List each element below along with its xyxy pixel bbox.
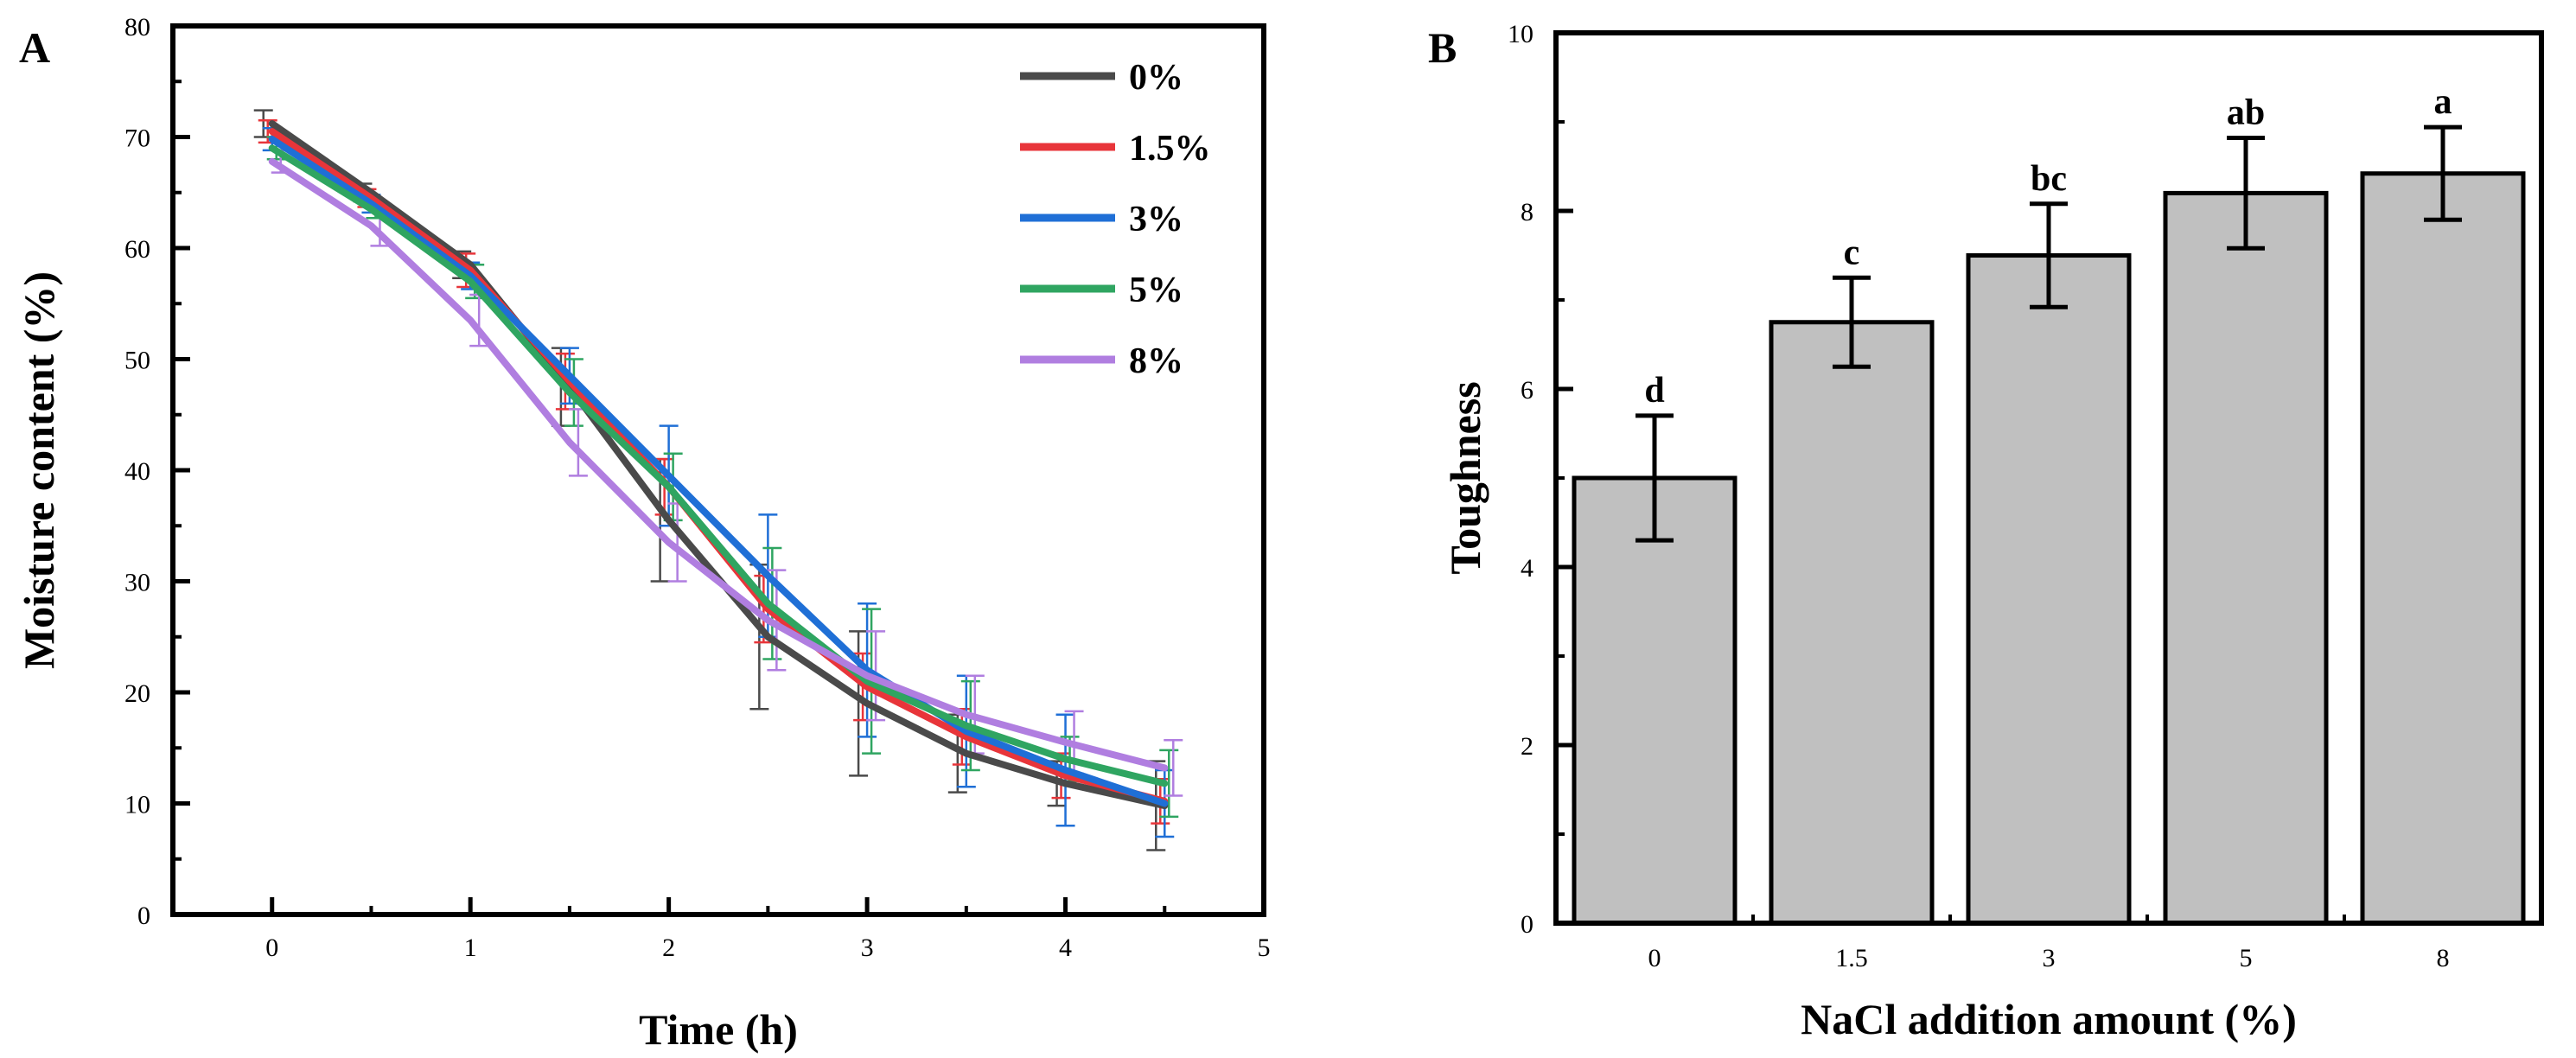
y-tick-label-b: 10	[1508, 20, 1533, 48]
x-axis-title-a: Time (h)	[639, 1005, 798, 1054]
y-axis-title-a: Moisture content (%)	[15, 271, 63, 669]
x-tick-label-a: 3	[861, 934, 874, 962]
bars-group-b: d c bc ab a	[1572, 82, 2526, 926]
significance-label: ab	[2227, 93, 2265, 133]
y-tick-label-b: 4	[1521, 554, 1533, 583]
legend-label: 1.5%	[1129, 129, 1211, 169]
y-tick-label-a: 80	[124, 13, 150, 41]
y-tick-label-a: 60	[124, 235, 150, 264]
bar	[1572, 475, 1738, 926]
y-tick-label-b: 6	[1521, 376, 1533, 405]
legend-label: 5%	[1129, 271, 1183, 310]
x-tick-label-a: 4	[1059, 934, 1072, 962]
panel-letter-a: A	[19, 23, 50, 72]
x-tick-label-a: 2	[662, 934, 675, 962]
y-tick-label-b: 0	[1521, 910, 1533, 939]
series-line-5	[268, 157, 1169, 772]
x-tick-label-a: 0	[265, 934, 278, 962]
y-tick-label-a: 20	[124, 679, 150, 708]
significance-label: a	[2434, 82, 2452, 122]
x-tick-label-b: 8	[2437, 944, 2450, 972]
bar	[2163, 190, 2329, 926]
legend-label: 0%	[1129, 58, 1183, 98]
significance-label: bc	[2031, 159, 2067, 199]
y-tick-label-b: 8	[1521, 198, 1533, 226]
bar	[1966, 253, 2132, 926]
y-tick-label-a: 10	[124, 791, 150, 819]
series-group-a	[253, 109, 1183, 851]
bar	[1769, 320, 1935, 926]
y-axis-title-b: Toughness	[1441, 381, 1489, 574]
y-tick-label-a: 0	[137, 902, 150, 930]
y-tick-label-a: 70	[124, 124, 150, 153]
legend-label: 3%	[1129, 200, 1183, 239]
bar	[2360, 171, 2526, 926]
legend-label: 8%	[1129, 341, 1183, 381]
x-tick-label-b: 5	[2240, 944, 2253, 972]
legend-a: 0% 1.5% 3% 5% 8%	[1020, 58, 1211, 381]
significance-label: c	[1844, 233, 1860, 272]
y-tick-label-a: 50	[124, 347, 150, 375]
series-line-4	[268, 144, 1169, 787]
x-tick-label-b: 0	[1648, 944, 1661, 972]
panel-b: B d c bc ab a 0 1.5 3 5 8 0 2 4 6 8 10 NaCl addition a…	[1428, 20, 2544, 1043]
y-tick-label-b: 2	[1521, 732, 1533, 761]
axis-b: 0 1.5 3 5 8 0 2 4 6 8 10	[1508, 20, 2450, 972]
panel-letter-b: B	[1428, 23, 1457, 72]
x-tick-label-a: 1	[464, 934, 477, 962]
x-axis-title-b: NaCl addition amount (%)	[1801, 995, 2297, 1043]
series-line-3	[268, 136, 1169, 807]
y-tick-label-a: 30	[124, 569, 150, 597]
x-tick-label-b: 3	[2043, 944, 2056, 972]
x-tick-label-a: 5	[1258, 934, 1271, 962]
y-tick-label-a: 40	[124, 457, 150, 486]
significance-label: d	[1644, 371, 1664, 411]
x-tick-label-b: 1.5	[1835, 944, 1868, 972]
